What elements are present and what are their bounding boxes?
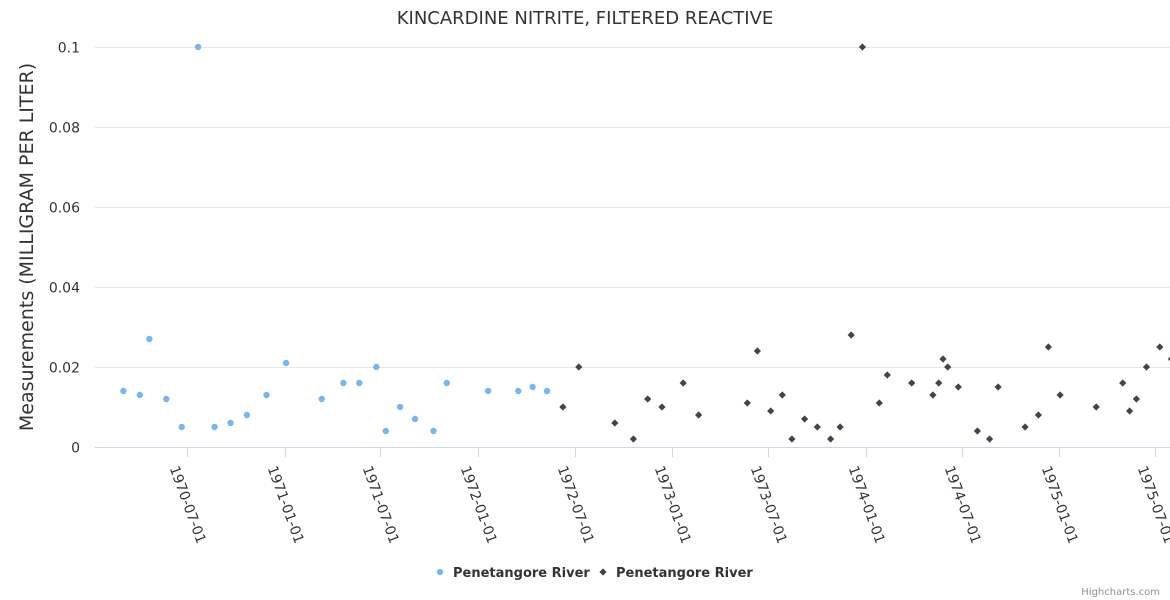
data-point[interactable] — [611, 419, 619, 427]
data-point[interactable] — [382, 427, 389, 435]
y-tick-label: 0.1 — [58, 41, 80, 57]
data-point[interactable] — [1021, 423, 1029, 431]
data-point[interactable] — [767, 407, 775, 415]
x-tick-label: 1971-07-01 — [359, 464, 402, 546]
data-point[interactable] — [743, 399, 751, 407]
data-point[interactable] — [396, 403, 404, 411]
x-tick-label: 1975-01-01 — [1038, 464, 1081, 546]
x-tick-label: 1973-01-01 — [651, 464, 694, 546]
data-point[interactable] — [908, 379, 916, 387]
data-point[interactable] — [340, 379, 347, 387]
x-tick-label: 1973-07-01 — [747, 464, 790, 546]
data-point[interactable] — [1034, 411, 1042, 419]
data-point[interactable] — [847, 331, 855, 339]
data-point[interactable] — [373, 363, 380, 371]
data-point[interactable] — [318, 395, 325, 403]
data-point[interactable] — [443, 379, 450, 387]
data-point[interactable] — [994, 383, 1002, 391]
legend[interactable]: Penetangore River Penetangore River — [436, 566, 754, 581]
data-point[interactable] — [629, 435, 637, 443]
data-point[interactable] — [120, 387, 127, 395]
legend-item[interactable]: Penetangore River — [436, 566, 591, 581]
legend-item[interactable]: Penetangore River — [599, 566, 753, 581]
data-point[interactable] — [944, 363, 952, 371]
legend-label: Penetangore River — [616, 566, 753, 581]
data-point[interactable] — [263, 391, 270, 399]
data-point[interactable] — [986, 435, 994, 443]
data-point[interactable] — [194, 43, 202, 51]
data-point[interactable] — [973, 427, 981, 435]
data-point[interactable] — [658, 403, 666, 411]
y-tick-label: 0.08 — [49, 121, 80, 137]
data-point[interactable] — [801, 415, 809, 423]
data-point[interactable] — [858, 43, 866, 51]
y-axis-title: Measurements (MILLIGRAM PER LITER) — [16, 63, 38, 431]
data-point[interactable] — [163, 395, 170, 403]
data-point[interactable] — [883, 371, 891, 379]
legend-diamond-icon — [599, 568, 607, 576]
series-1[interactable] — [120, 43, 551, 435]
data-point[interactable] — [430, 427, 437, 435]
legend-circle-icon — [436, 568, 444, 576]
data-point[interactable] — [227, 419, 234, 427]
x-axis-ticks: 1970-07-01 1971-01-01 1971-07-01 1972-01-01… — [166, 447, 1170, 546]
data-point[interactable] — [411, 415, 419, 423]
data-point[interactable] — [543, 387, 551, 395]
data-point[interactable] — [282, 359, 290, 367]
data-point[interactable] — [515, 387, 522, 395]
x-tick-label: 1974-07-01 — [941, 464, 984, 546]
data-point[interactable] — [939, 355, 947, 363]
data-point[interactable] — [211, 423, 218, 431]
plot-area[interactable] — [120, 43, 1170, 443]
data-point[interactable] — [1056, 391, 1064, 399]
data-point[interactable] — [1044, 343, 1052, 351]
data-point[interactable] — [178, 423, 185, 431]
x-tick-label: 1972-07-01 — [554, 464, 597, 546]
data-point[interactable] — [559, 403, 567, 411]
data-point[interactable] — [1126, 407, 1134, 415]
data-point[interactable] — [695, 411, 703, 419]
chart-title: KINCARDINE NITRITE, FILTERED REACTIVE — [397, 8, 774, 29]
y-tick-label: 0.04 — [49, 281, 80, 297]
data-point[interactable] — [1119, 379, 1127, 387]
data-point[interactable] — [954, 383, 962, 391]
data-point[interactable] — [778, 391, 786, 399]
data-point[interactable] — [836, 423, 844, 431]
data-point[interactable] — [1142, 363, 1151, 371]
data-point[interactable] — [644, 395, 652, 403]
data-point[interactable] — [484, 387, 492, 395]
data-point[interactable] — [136, 391, 143, 399]
data-point[interactable] — [679, 379, 687, 387]
data-point[interactable] — [935, 379, 943, 387]
data-point[interactable] — [529, 383, 536, 391]
data-point[interactable] — [1167, 355, 1170, 362]
x-tick-label: 1971-01-01 — [264, 464, 307, 546]
data-point[interactable] — [827, 435, 835, 443]
data-point[interactable] — [146, 335, 153, 343]
x-tick-label: 1970-07-01 — [166, 464, 209, 546]
x-tick-label: 1974-01-01 — [845, 464, 888, 546]
series-2[interactable] — [559, 43, 1170, 443]
legend-label: Penetangore River — [453, 566, 590, 581]
data-point[interactable] — [575, 363, 583, 371]
data-point[interactable] — [813, 423, 821, 431]
y-tick-label: 0 — [71, 441, 80, 457]
grid-lines — [95, 47, 1170, 368]
y-axis-ticks: 0 0.02 0.04 0.06 0.08 0.1 — [49, 41, 80, 457]
x-tick-label: 1972-01-01 — [457, 464, 500, 546]
data-point[interactable] — [356, 379, 363, 387]
y-tick-label: 0.06 — [49, 201, 80, 217]
credits-link[interactable]: Highcharts.com — [1081, 587, 1160, 598]
data-point[interactable] — [1156, 343, 1164, 351]
data-point[interactable] — [243, 411, 251, 419]
data-point[interactable] — [1092, 403, 1100, 411]
data-point[interactable] — [1132, 395, 1140, 403]
data-point[interactable] — [788, 435, 796, 443]
data-point[interactable] — [875, 399, 883, 407]
x-tick-label: 1975-07-01 — [1134, 464, 1170, 546]
data-point[interactable] — [753, 347, 761, 355]
y-tick-label: 0.02 — [49, 361, 80, 377]
data-point[interactable] — [929, 391, 937, 399]
